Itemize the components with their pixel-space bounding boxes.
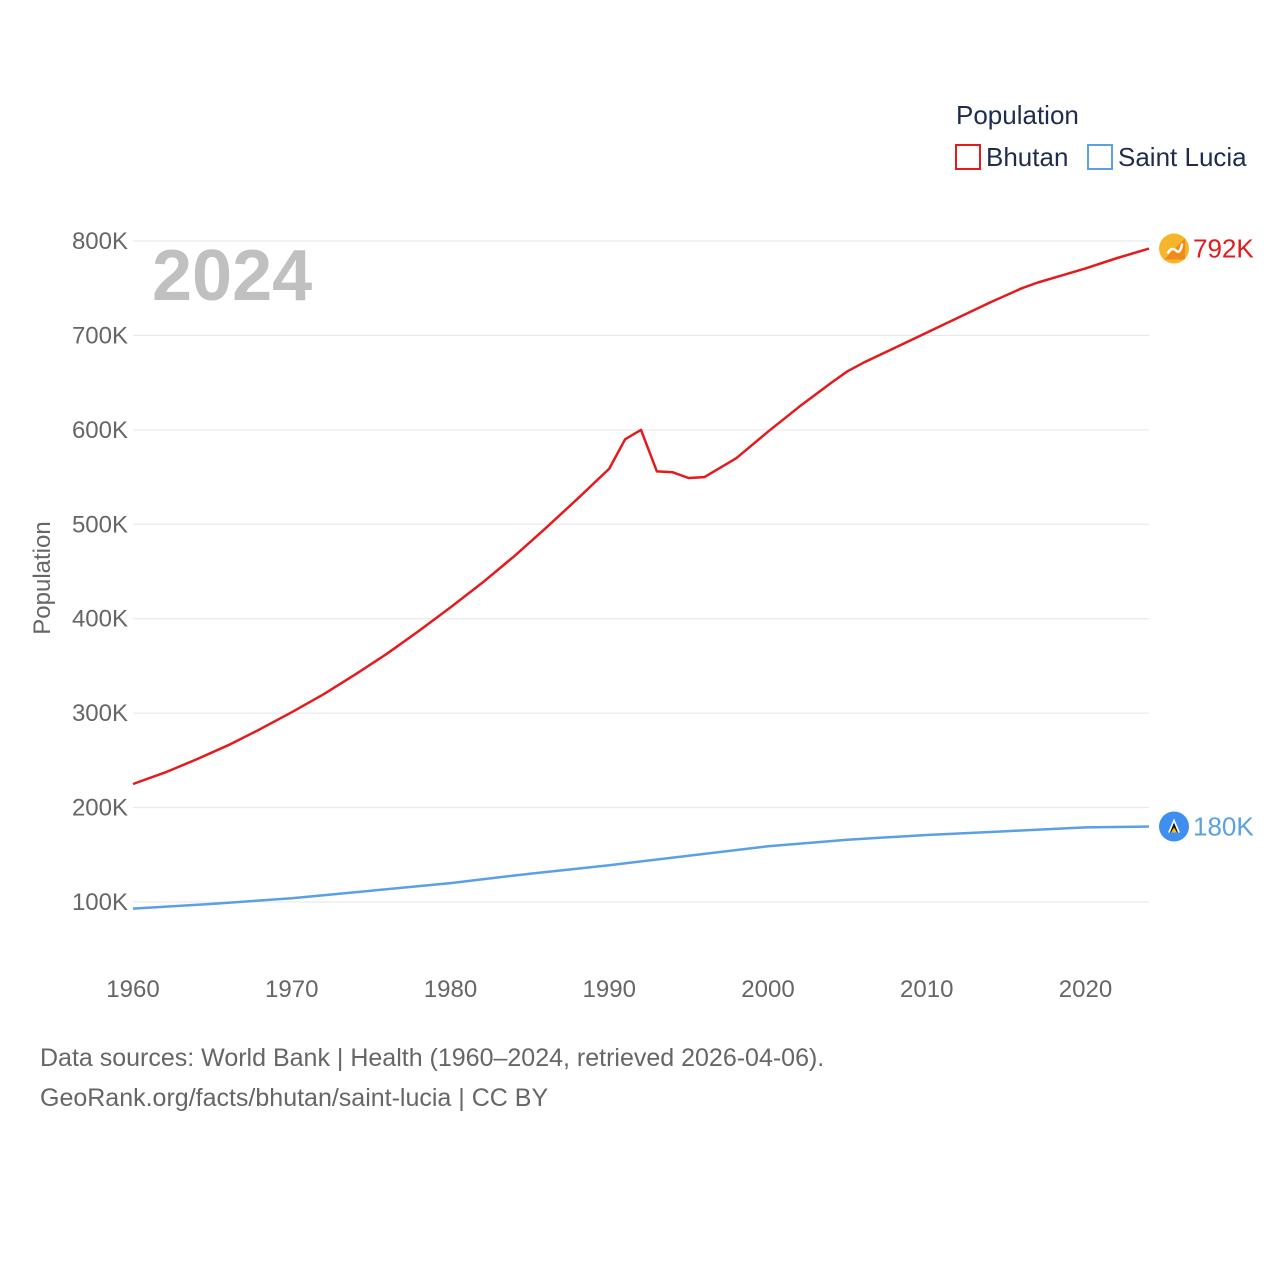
y-tick-label: 600K	[72, 417, 128, 444]
legend-title: Population	[956, 100, 1079, 130]
legend-item-bhutan[interactable]: Bhutan	[955, 142, 1068, 172]
x-tick-label: 2020	[1059, 976, 1112, 1003]
x-tick-label: 1980	[424, 976, 477, 1003]
x-tick-label: 1960	[106, 976, 159, 1003]
y-axis-label: Population	[29, 521, 56, 634]
legend-swatch-bhutan	[955, 144, 981, 170]
x-tick-label: 2000	[741, 976, 794, 1003]
y-tick-label: 800K	[72, 228, 128, 255]
y-tick-label: 500K	[72, 511, 128, 538]
x-tick-label: 1990	[583, 976, 636, 1003]
series-line-saint-lucia[interactable]	[132, 825, 1150, 910]
series-line-bhutan[interactable]	[132, 247, 1150, 786]
x-tick-label: 1970	[265, 976, 318, 1003]
gridlines	[133, 240, 1149, 903]
legend-label-saint-lucia: Saint Lucia	[1118, 142, 1247, 172]
source-url-license[interactable]: GeoRank.org/facts/bhutan/saint-lucia | C…	[40, 1084, 549, 1112]
y-tick-label: 100K	[72, 889, 128, 916]
y-tick-label: 700K	[72, 322, 128, 349]
data-source-note: Data sources: World Bank | Health (1960–…	[40, 1044, 825, 1072]
legend[interactable]: Population Bhutan Saint Lucia	[955, 100, 1247, 172]
y-axis-ticks: 100K 200K 300K 400K 500K 600K 700K 800K	[72, 228, 128, 916]
y-tick-label: 400K	[72, 606, 128, 633]
y-tick-label: 200K	[72, 795, 128, 822]
legend-label-bhutan: Bhutan	[986, 142, 1068, 172]
x-tick-label: 2010	[900, 976, 953, 1003]
series-end-labels: 792K 180K	[1159, 233, 1254, 842]
legend-swatch-saint-lucia	[1087, 144, 1113, 170]
saint-lucia-flag-icon	[1159, 811, 1189, 842]
end-value-label-bhutan: 792K	[1193, 234, 1254, 264]
series-lines	[132, 247, 1150, 910]
end-value-label-saint-lucia: 180K	[1193, 811, 1254, 841]
current-year-label: 2024	[152, 236, 312, 316]
y-tick-label: 300K	[72, 700, 128, 727]
legend-item-saint-lucia[interactable]: Saint Lucia	[1087, 142, 1247, 172]
bhutan-flag-icon	[1159, 233, 1189, 264]
x-axis-ticks: 1960 1970 1980 1990 2000 2010 2020	[106, 976, 1112, 1003]
